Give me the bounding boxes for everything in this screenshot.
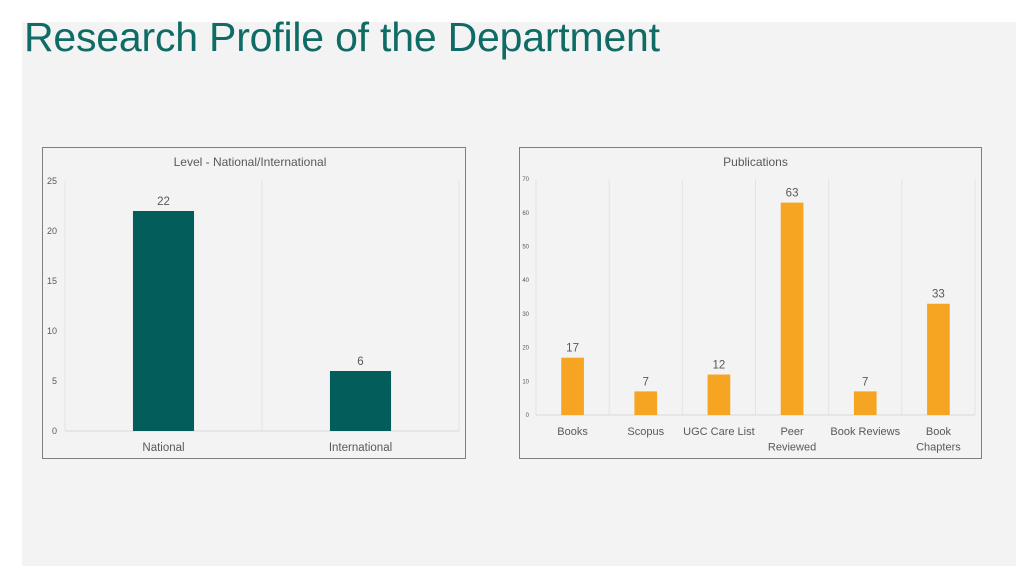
x-tick-label-line: Scopus bbox=[627, 426, 664, 438]
x-tick-label: National bbox=[142, 442, 184, 454]
data-label: 63 bbox=[786, 188, 799, 200]
data-label: 33 bbox=[932, 289, 945, 301]
publications-bar bbox=[853, 391, 877, 415]
publications-chart-panel: Publications 0 10 20 30 40 50 60 70 17 Books 7 Scopu… bbox=[519, 147, 982, 459]
x-tick-label-line: National bbox=[142, 442, 184, 454]
x-tick-label-line: Book bbox=[926, 426, 952, 438]
publications-chart: Publications 0 10 20 30 40 50 60 70 17 Books 7 Scopu… bbox=[522, 155, 976, 454]
publications-bar bbox=[634, 391, 658, 415]
data-label: 6 bbox=[357, 356, 363, 368]
y-tick-label: 0 bbox=[526, 413, 530, 419]
slide-title: Research Profile of the Department bbox=[24, 14, 660, 60]
chart-title: Level - National/International bbox=[174, 155, 327, 169]
x-tick-label: Book Reviews bbox=[830, 426, 900, 438]
publications-bar bbox=[927, 303, 950, 415]
x-tick-label-line: International bbox=[329, 442, 392, 454]
y-tick-label: 25 bbox=[47, 176, 57, 186]
y-tick-label: 70 bbox=[522, 177, 529, 183]
y-tick-label: 20 bbox=[522, 346, 529, 352]
chart-title: Publications bbox=[723, 155, 788, 169]
y-tick-label: 5 bbox=[52, 376, 57, 386]
y-tick-label: 10 bbox=[47, 326, 57, 336]
publications-bar bbox=[707, 374, 731, 415]
publications-bar bbox=[561, 357, 584, 415]
x-tick-label: Books bbox=[557, 426, 588, 438]
data-label: 7 bbox=[643, 376, 649, 388]
x-tick-label: Scopus bbox=[627, 426, 664, 438]
y-tick-label: 30 bbox=[522, 312, 529, 318]
level-bar bbox=[132, 211, 195, 431]
level-bar bbox=[329, 371, 392, 431]
y-tick-label: 20 bbox=[47, 226, 57, 236]
x-tick-label: International bbox=[329, 442, 392, 454]
data-label: 22 bbox=[157, 196, 170, 208]
data-label: 7 bbox=[862, 376, 868, 388]
x-tick-label-line: Book Reviews bbox=[830, 426, 900, 438]
y-tick-label: 60 bbox=[522, 211, 529, 217]
x-tick-label-line: Books bbox=[557, 426, 588, 438]
x-tick-label-line: Chapters bbox=[916, 442, 961, 454]
level-chart: Level - National/International 0 5 10 15 20 25… bbox=[47, 155, 460, 454]
x-tick-label: Peer Reviewed bbox=[768, 426, 816, 454]
y-tick-label: 0 bbox=[52, 426, 57, 436]
y-tick-label: 15 bbox=[47, 276, 57, 286]
y-tick-label: 40 bbox=[522, 278, 529, 284]
data-label: 12 bbox=[713, 360, 726, 372]
x-tick-label-line: UGC Care List bbox=[683, 426, 755, 438]
x-tick-label-line: Reviewed bbox=[768, 442, 816, 454]
data-label: 17 bbox=[566, 343, 579, 355]
x-tick-label: Book Chapters bbox=[916, 426, 961, 454]
x-tick-label-line: Peer bbox=[780, 426, 804, 438]
y-tick-label: 50 bbox=[522, 245, 529, 251]
y-tick-label: 10 bbox=[522, 379, 529, 385]
publications-bar bbox=[780, 202, 804, 415]
level-chart-panel: Level - National/International 0 5 10 15 20 25… bbox=[42, 147, 466, 459]
x-tick-label: UGC Care List bbox=[683, 426, 755, 438]
